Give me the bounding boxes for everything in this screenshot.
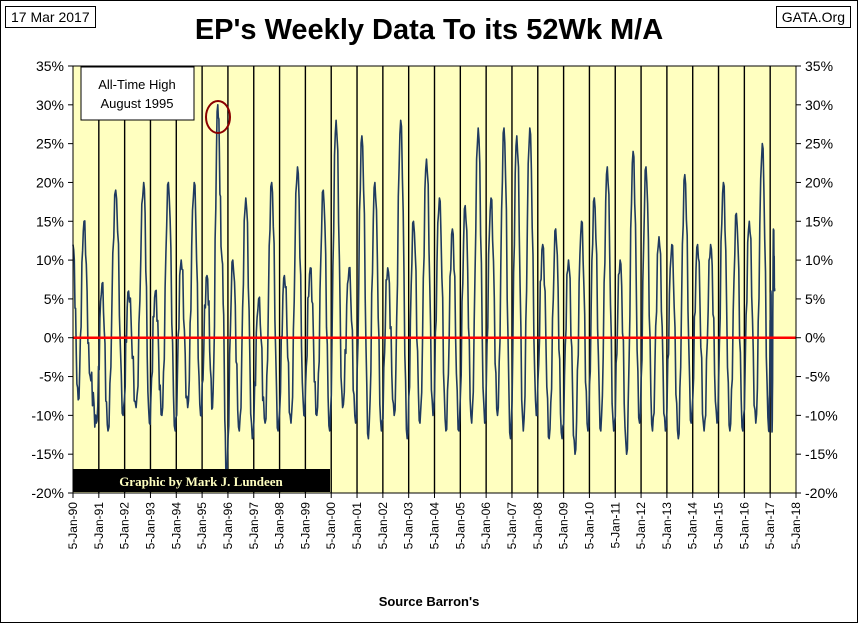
left-y-tick-label: 0% bbox=[44, 330, 64, 346]
x-tick-label: 5-Jan-13 bbox=[660, 502, 674, 550]
x-tick-label: 5-Jan-94 bbox=[169, 502, 183, 550]
x-tick-label: 5-Jan-17 bbox=[763, 502, 777, 550]
plot-border bbox=[72, 65, 797, 494]
right-y-tick-label: 10% bbox=[805, 252, 833, 268]
left-y-tick-label: -20% bbox=[31, 485, 64, 501]
chart-title: EP's Weekly Data To its 52Wk M/A bbox=[194, 14, 664, 46]
right-y-tick-label: 25% bbox=[805, 136, 833, 152]
x-tick-label: 5-Jan-00 bbox=[324, 502, 338, 550]
x-tick-label: 5-Jan-96 bbox=[221, 502, 235, 550]
x-axis-ticks: 5-Jan-90 5-Jan-91 5-Jan-92 5-Jan-93 5-Jan-94… bbox=[66, 493, 803, 549]
right-y-tick-label: 15% bbox=[805, 213, 833, 229]
left-y-tick-label: 30% bbox=[36, 97, 64, 113]
x-tick-label: 5-Jan-93 bbox=[143, 502, 157, 550]
credit-banner: Graphic by Mark J. Lundeen bbox=[73, 469, 330, 492]
left-y-tick-label: 35% bbox=[36, 58, 64, 74]
x-tick-label: 5-Jan-07 bbox=[505, 502, 519, 550]
source-site-label: GATA.Org bbox=[775, 6, 851, 28]
x-tick-label: 5-Jan-98 bbox=[273, 502, 287, 550]
x-tick-label: 5-Jan-05 bbox=[453, 502, 467, 550]
x-tick-label: 5-Jan-01 bbox=[350, 502, 364, 550]
x-tick-label: 5-Jan-03 bbox=[402, 502, 416, 550]
date-label: 17 Mar 2017 bbox=[5, 6, 96, 28]
x-tick-label: 5-Jan-12 bbox=[634, 502, 648, 550]
left-y-tick-label: 20% bbox=[36, 174, 64, 190]
x-tick-label: 5-Jan-97 bbox=[247, 502, 261, 550]
left-y-tick-label: -10% bbox=[31, 407, 64, 423]
credit-text: Graphic by Mark J. Lundeen bbox=[119, 474, 283, 489]
right-y-tick-label: -15% bbox=[805, 446, 838, 462]
left-y-tick-label: 5% bbox=[44, 291, 64, 307]
right-y-tick-label: 20% bbox=[805, 174, 833, 190]
x-tick-label: 5-Jan-92 bbox=[118, 502, 132, 550]
x-tick-label: 5-Jan-08 bbox=[531, 502, 545, 550]
right-y-tick-label: 0% bbox=[805, 330, 825, 346]
left-axis-ticks: 35% 30% 25% 20% 15% 10% 5% 0% -5% -10% -15% -20% bbox=[31, 58, 73, 501]
right-y-tick-label: 5% bbox=[805, 291, 825, 307]
right-axis-ticks: 35% 30% 25% 20% 15% 10% 5% 0% -5% -10% -15% -20% bbox=[796, 58, 838, 501]
annotation-box: All-Time High August 1995 bbox=[80, 66, 195, 121]
x-tick-label: 5-Jan-91 bbox=[92, 502, 106, 550]
x-tick-label: 5-Jan-95 bbox=[195, 502, 209, 550]
x-tick-label: 5-Jan-18 bbox=[789, 502, 803, 550]
x-tick-label: 5-Jan-99 bbox=[298, 502, 312, 550]
right-y-tick-label: -5% bbox=[805, 369, 830, 385]
series-line bbox=[72, 104, 776, 479]
left-y-tick-label: -5% bbox=[39, 369, 64, 385]
left-y-tick-label: 25% bbox=[36, 136, 64, 152]
x-tick-label: 5-Jan-02 bbox=[376, 502, 390, 550]
x-tick-label: 5-Jan-11 bbox=[608, 502, 622, 549]
all-time-high-circle bbox=[205, 100, 231, 134]
x-tick-label: 5-Jan-90 bbox=[66, 502, 80, 550]
x-tick-label: 5-Jan-14 bbox=[686, 502, 700, 550]
x-tick-label: 5-Jan-09 bbox=[557, 502, 571, 550]
source-label: Source Barron's bbox=[378, 594, 480, 609]
right-y-tick-label: -10% bbox=[805, 407, 838, 423]
x-tick-label: 5-Jan-04 bbox=[428, 502, 442, 550]
right-y-tick-label: 30% bbox=[805, 97, 833, 113]
left-y-tick-label: 15% bbox=[36, 213, 64, 229]
annotation-line-1: All-Time High bbox=[98, 77, 176, 92]
right-y-tick-label: -20% bbox=[805, 485, 838, 501]
right-y-tick-label: 35% bbox=[805, 58, 833, 74]
left-y-tick-label: -15% bbox=[31, 446, 64, 462]
x-tick-label: 5-Jan-15 bbox=[712, 502, 726, 550]
x-tick-label: 5-Jan-10 bbox=[582, 502, 596, 550]
left-y-tick-label: 10% bbox=[36, 252, 64, 268]
annotation-line-2: August 1995 bbox=[100, 96, 173, 111]
x-tick-label: 5-Jan-06 bbox=[479, 502, 493, 550]
x-tick-label: 5-Jan-16 bbox=[737, 502, 751, 550]
